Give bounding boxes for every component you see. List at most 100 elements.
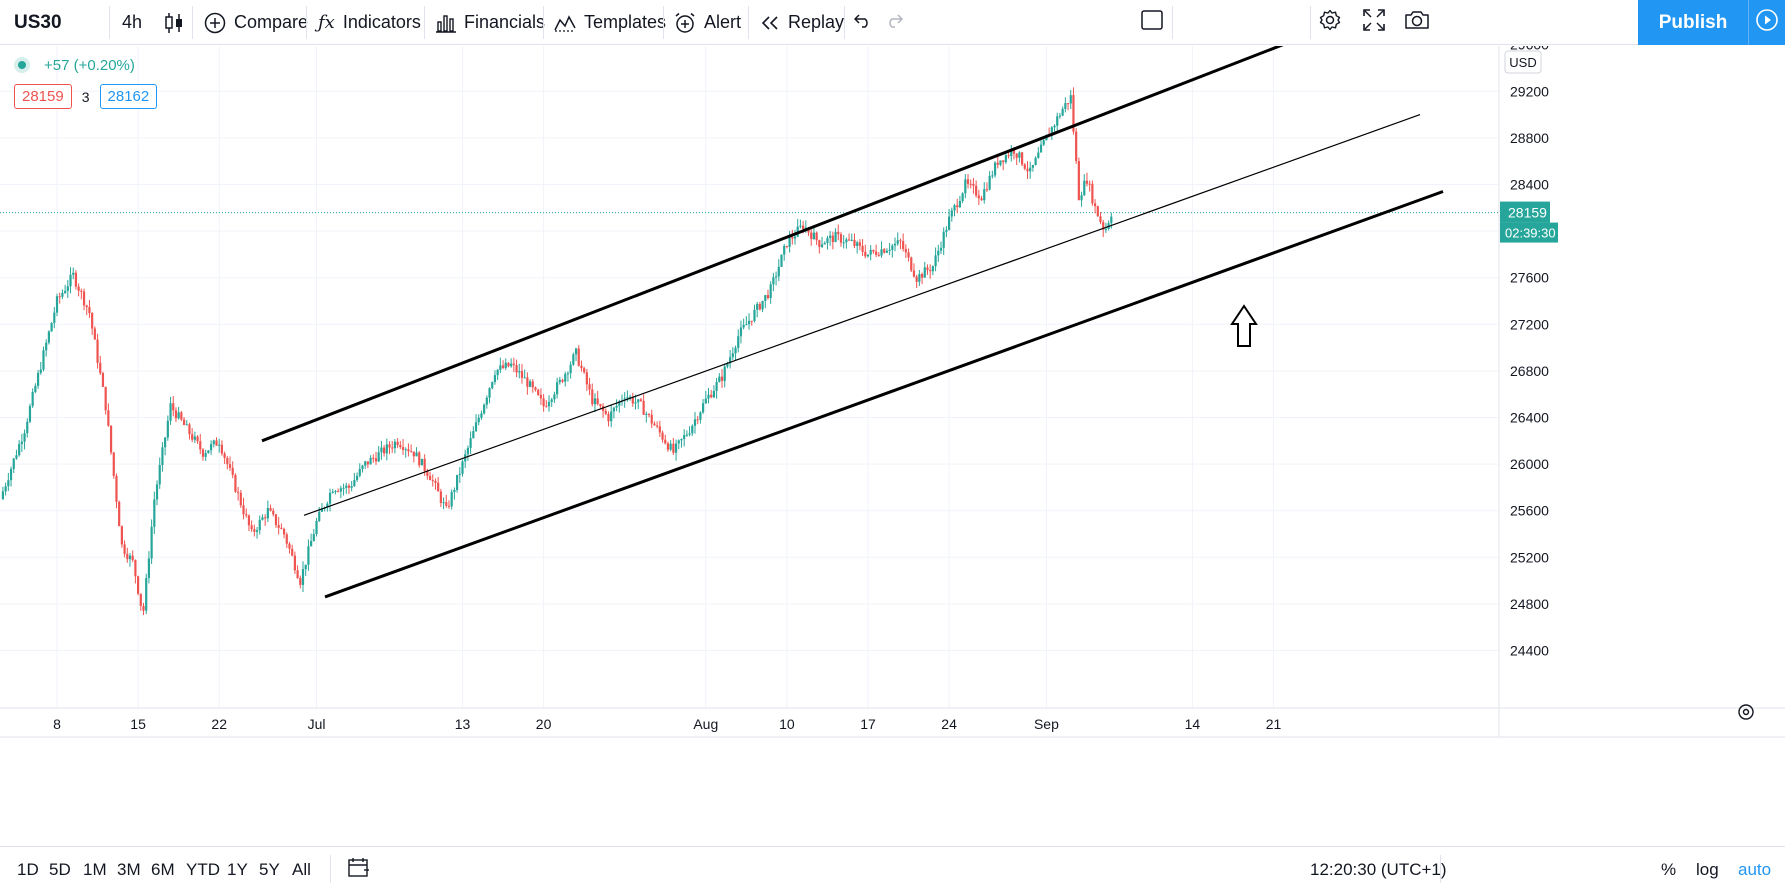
price-chart[interactable]: 24400 24800 25200 25600 26000 26400 26800 27200… <box>0 46 1785 846</box>
candle-body <box>656 425 659 427</box>
snapshot-button[interactable] <box>1404 0 1430 45</box>
candle-body <box>437 482 440 492</box>
percent-toggle[interactable]: % <box>1661 847 1676 891</box>
log-toggle[interactable]: log <box>1696 847 1719 891</box>
price-tick-label: 27600 <box>1510 270 1549 286</box>
alert-label: Alert <box>704 12 742 32</box>
goto-date-button[interactable] <box>348 847 370 891</box>
candle-body <box>182 419 186 425</box>
templates-button[interactable]: Templates <box>554 0 666 45</box>
candle-body <box>542 398 545 407</box>
chart-type-button[interactable] <box>164 0 192 45</box>
indicators-button[interactable]: ƒx Indicators <box>318 0 421 45</box>
candle-body <box>823 242 826 245</box>
range-button-3m[interactable]: 3M <box>117 847 141 891</box>
range-button-1y[interactable]: 1Y <box>227 847 248 891</box>
candle-body <box>72 272 75 275</box>
candle-body <box>591 389 594 405</box>
settings-button[interactable] <box>1319 0 1341 45</box>
toolbar-divider <box>543 6 544 39</box>
candle-body <box>355 475 359 481</box>
candle-body <box>93 328 96 340</box>
candle-body <box>626 397 629 399</box>
status-dot-icon <box>14 57 30 73</box>
candle-body <box>212 440 215 445</box>
replay-button[interactable]: Replay <box>760 0 844 45</box>
candle-body <box>361 465 364 469</box>
candle-body <box>564 373 567 382</box>
candle-body <box>783 245 786 255</box>
range-button-5d[interactable]: 5D <box>49 847 71 891</box>
candle-body <box>985 189 989 191</box>
candle-body <box>318 511 321 521</box>
percent-label: % <box>1661 859 1677 879</box>
candle-body <box>577 348 580 366</box>
financials-button[interactable]: Financials <box>436 0 545 45</box>
candle-body <box>515 364 518 373</box>
candle-body <box>428 475 432 481</box>
candle-body <box>285 534 288 544</box>
alert-button[interactable]: Alert <box>674 0 741 45</box>
candle-body <box>504 362 507 368</box>
range-button-1m[interactable]: 1M <box>83 847 107 891</box>
clock-button[interactable]: 12:20:30 (UTC+1) <box>1310 847 1447 891</box>
replay-label: Replay <box>788 12 845 32</box>
candle-body <box>399 445 402 448</box>
candle-body <box>688 433 691 435</box>
candle-body <box>53 312 56 323</box>
buy-button[interactable]: 28162 <box>99 84 158 109</box>
candle-body <box>661 432 664 440</box>
candle-body <box>885 250 889 253</box>
candle-body <box>82 291 86 306</box>
candle-body <box>969 183 972 185</box>
candle-body <box>680 438 683 441</box>
candle-body <box>615 405 618 408</box>
range-button-1d[interactable]: 1D <box>17 847 39 891</box>
range-button-6m[interactable]: 6M <box>151 847 175 891</box>
sell-button[interactable]: 28159 <box>14 84 72 109</box>
candle-body <box>1034 157 1037 165</box>
candle-body <box>599 403 602 407</box>
candle-body <box>34 385 37 393</box>
candle-body <box>939 247 943 251</box>
candle-body <box>869 249 872 255</box>
toolbar-divider <box>748 6 749 39</box>
candle-body <box>815 232 818 241</box>
candle-body <box>812 232 816 240</box>
layout-button[interactable] <box>1141 0 1163 45</box>
candle-body <box>166 420 169 438</box>
candle-body <box>353 480 356 487</box>
candle-body <box>558 379 561 383</box>
candle-body <box>550 399 553 402</box>
interval-button[interactable]: 4h <box>122 0 142 45</box>
candle-body <box>45 342 48 351</box>
range-button-all[interactable]: All <box>292 847 311 891</box>
candle-body <box>747 320 751 325</box>
range-button-ytd[interactable]: YTD <box>186 847 220 891</box>
candle-body <box>526 377 529 387</box>
candle-body <box>718 376 721 383</box>
fullscreen-button[interactable] <box>1363 0 1385 45</box>
candle-body <box>445 502 448 506</box>
candle-body <box>39 369 42 373</box>
chart-pane[interactable]: 24400 24800 25200 25600 26000 26400 26800 27200… <box>0 46 1785 846</box>
auto-toggle[interactable]: auto <box>1738 847 1771 891</box>
candle-body <box>653 423 656 426</box>
candle-body <box>261 517 264 520</box>
candle-body <box>215 440 218 446</box>
time-tick-label: Jul <box>308 716 326 732</box>
range-label: 1M <box>83 859 107 879</box>
publish-more-button[interactable] <box>1748 0 1785 45</box>
symbol-search[interactable]: US30 <box>14 0 62 45</box>
price-tick-label: 26000 <box>1510 456 1549 472</box>
candle-body <box>945 229 948 232</box>
publish-button[interactable]: Publish <box>1638 0 1748 45</box>
candle-body <box>923 267 926 278</box>
compare-button[interactable]: Compare <box>204 0 308 45</box>
undo-button[interactable] <box>853 0 872 45</box>
candle-body <box>918 274 921 282</box>
range-button-5y[interactable]: 5Y <box>259 847 280 891</box>
redo-button[interactable] <box>885 0 904 45</box>
candle-body <box>42 350 45 370</box>
candle-body <box>312 534 315 542</box>
